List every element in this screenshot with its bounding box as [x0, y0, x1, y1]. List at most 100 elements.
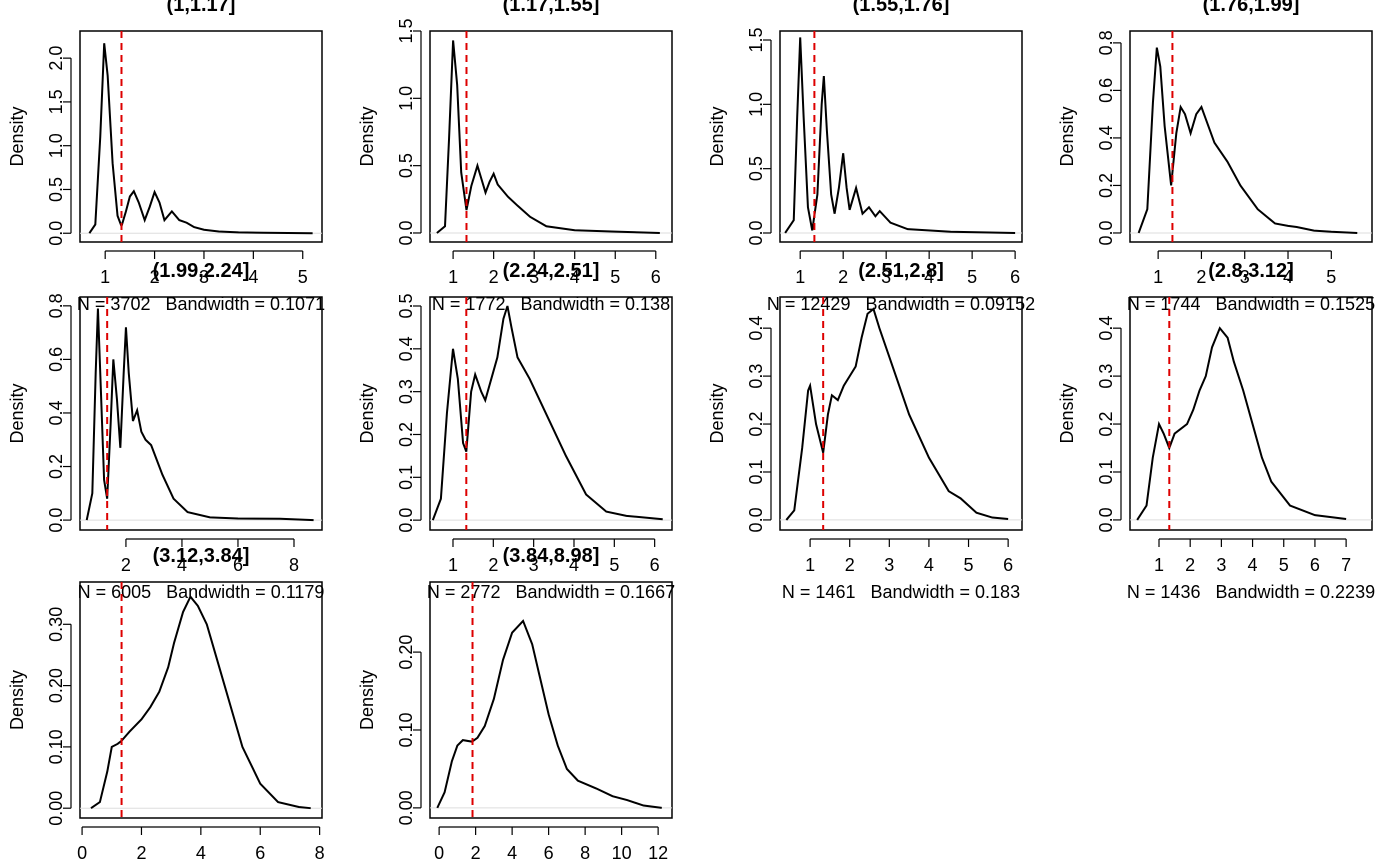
y-tick-label: 0.3	[1096, 364, 1116, 389]
panel-title: (1.76,1.99]	[1203, 0, 1300, 16]
y-axis-label: Density	[707, 383, 727, 443]
y-tick-label: 0.5	[396, 153, 416, 178]
x-tick-label: 5	[1326, 267, 1336, 287]
x-axis-label: N = 12429 Bandwidth = 0.09152	[767, 294, 1035, 314]
x-tick-label: 6	[651, 267, 661, 287]
y-tick-label: 0.2	[1096, 412, 1116, 437]
x-tick-label: 4	[924, 267, 934, 287]
x-tick-label: 10	[612, 843, 632, 863]
panel: (1.55,1.76] N = 12429 Bandwidth = 0.09152…	[707, 0, 1035, 314]
x-tick-label: 3	[1216, 555, 1226, 575]
y-tick-label: 0.0	[46, 221, 66, 246]
y-axis-label: Density	[1057, 106, 1077, 166]
density-curve	[431, 305, 663, 521]
panel-title: (2.24,2.51]	[503, 260, 600, 282]
plot-frame	[429, 30, 673, 243]
y-tick-label: 2.0	[46, 46, 66, 71]
x-tick-label: 8	[315, 843, 325, 863]
y-tick-label: 0.4	[1096, 125, 1116, 150]
density-curve	[1136, 326, 1347, 521]
x-tick-label: 5	[1279, 555, 1289, 575]
x-tick-label: 5	[609, 555, 619, 575]
x-axis-label: N = 1461 Bandwidth = 0.183	[782, 582, 1020, 602]
y-tick-label: 0.0	[396, 508, 416, 533]
y-tick-label: 0.0	[396, 220, 416, 245]
y-tick-label: 0.4	[1096, 316, 1116, 341]
x-tick-label: 8	[580, 843, 590, 863]
plot-frame	[429, 296, 673, 531]
x-tick-label: 12	[648, 843, 668, 863]
x-tick-label: 2	[489, 267, 499, 287]
x-tick-label: 3	[529, 555, 539, 575]
density-curve	[784, 37, 1016, 234]
y-tick-label: 0.00	[396, 790, 416, 825]
x-tick-label: 1	[805, 555, 815, 575]
x-tick-label: 5	[964, 555, 974, 575]
y-tick-label: 0.0	[1096, 507, 1116, 532]
y-tick-label: 0.5	[746, 156, 766, 181]
density-curve	[88, 43, 313, 235]
plot-frame	[79, 581, 323, 819]
panel-title: (2.51,2.8]	[858, 260, 944, 282]
y-tick-label: 0.00	[46, 791, 66, 826]
density-curve	[90, 594, 311, 810]
panel: (1.99,2.24] N = 6005 Bandwidth = 0.1179 De…	[7, 260, 324, 602]
x-tick-label: 6	[1003, 555, 1013, 575]
panel: (1.76,1.99] N = 1744 Bandwidth = 0.1525 De…	[1057, 0, 1375, 314]
panel-title: (1.99,2.24]	[153, 260, 250, 282]
y-tick-label: 0.10	[396, 712, 416, 747]
plot-frame	[779, 30, 1023, 243]
y-tick-label: 0.2	[1096, 173, 1116, 198]
y-tick-label: 0.2	[396, 422, 416, 447]
x-tick-label: 5	[298, 267, 308, 287]
plot-frame	[1129, 30, 1373, 243]
y-tick-label: 0.20	[46, 668, 66, 703]
y-axis-label: Density	[7, 670, 27, 730]
y-tick-label: 1.0	[396, 86, 416, 111]
y-tick-label: 0.0	[1096, 220, 1116, 245]
panel-title: (1.55,1.76]	[853, 0, 950, 16]
y-tick-label: 0.3	[396, 379, 416, 404]
density-curve	[1137, 47, 1358, 234]
x-tick-label: 5	[610, 267, 620, 287]
x-tick-label: 8	[289, 555, 299, 575]
y-tick-label: 0.1	[746, 459, 766, 484]
y-tick-label: 0.0	[746, 507, 766, 532]
panel: (2.51,2.8] N = 1461 Bandwidth = 0.183 Dens…	[707, 260, 1023, 602]
y-tick-label: 0.1	[396, 465, 416, 490]
x-tick-label: 3	[529, 267, 539, 287]
x-tick-label: 4	[1248, 555, 1258, 575]
plot-frame	[779, 296, 1023, 531]
y-tick-label: 0.4	[46, 400, 66, 425]
panel-title: (3.84,8.98]	[503, 545, 600, 567]
density-curve	[436, 40, 660, 234]
plot-frame	[79, 296, 323, 531]
density-curve	[85, 308, 314, 522]
x-tick-label: 4	[569, 555, 579, 575]
y-tick-label: 1.5	[746, 27, 766, 52]
x-tick-label: 4	[248, 267, 258, 287]
y-axis-label: Density	[7, 106, 27, 166]
x-tick-label: 2	[150, 267, 160, 287]
x-tick-label: 1	[100, 267, 110, 287]
x-tick-label: 4	[570, 267, 580, 287]
y-axis-label: Density	[357, 383, 377, 443]
x-tick-label: 5	[967, 267, 977, 287]
density-curve	[785, 307, 1009, 521]
y-tick-label: 0.0	[746, 220, 766, 245]
y-tick-label: 0.5	[396, 293, 416, 318]
x-tick-label: 0	[434, 843, 444, 863]
x-tick-label: 6	[1310, 555, 1320, 575]
x-axis-label: N = 3702 Bandwidth = 0.1071	[77, 294, 325, 314]
x-tick-label: 6	[255, 843, 265, 863]
x-tick-label: 6	[1010, 267, 1020, 287]
y-axis-label: Density	[1057, 383, 1077, 443]
y-tick-label: 0.4	[746, 316, 766, 341]
x-tick-label: 7	[1341, 555, 1351, 575]
y-tick-label: 0.2	[46, 454, 66, 479]
x-tick-label: 4	[196, 843, 206, 863]
y-tick-label: 0.0	[46, 508, 66, 533]
panel: (1,1.17] N = 3702 Bandwidth = 0.1071 Densi…	[7, 0, 325, 314]
x-tick-label: 4	[1283, 267, 1293, 287]
